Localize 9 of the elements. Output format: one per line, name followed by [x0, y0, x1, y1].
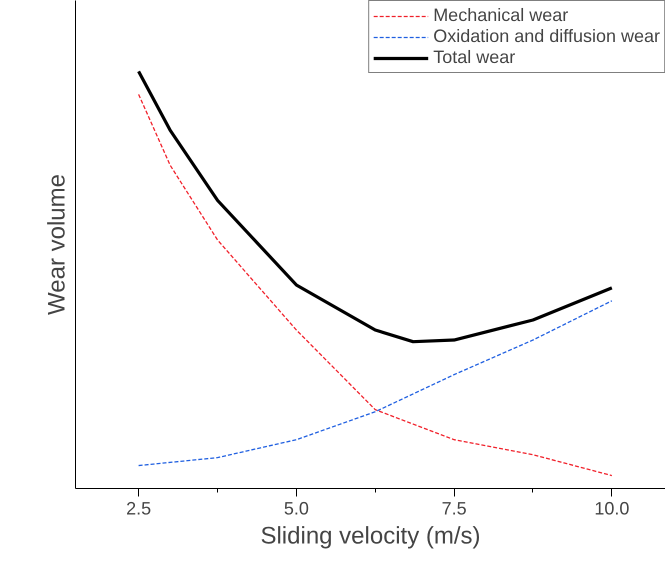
x-tick-label: 2.5: [126, 498, 152, 518]
y-axis-title: Wear volume: [44, 174, 70, 315]
legend-label: Mechanical wear: [433, 5, 568, 26]
legend-label: Oxidation and diffusion wear: [433, 26, 660, 47]
x-axis-title: Sliding velocity (m/s): [260, 522, 481, 550]
x-tick-label: 5.0: [284, 498, 309, 518]
legend-label: Total wear: [433, 47, 516, 68]
x-tick-label: 7.5: [442, 498, 467, 518]
x-tick-label: 10.0: [594, 498, 630, 518]
